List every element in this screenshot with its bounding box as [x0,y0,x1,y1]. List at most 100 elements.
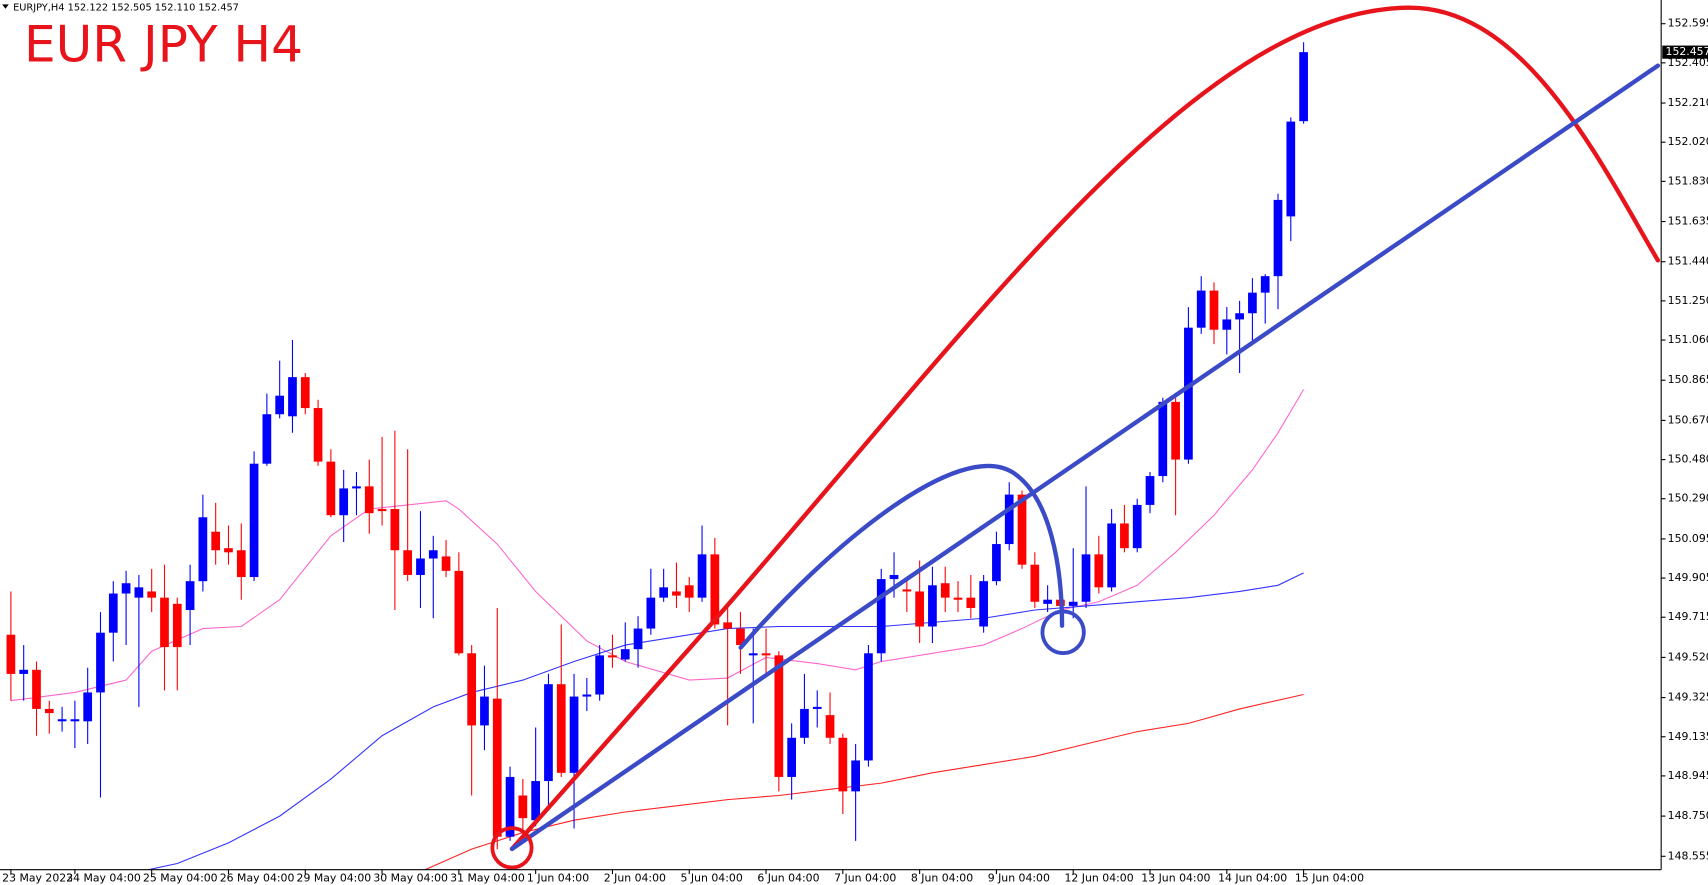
candle-body [940,583,950,598]
candle-body [1248,292,1257,314]
header-arrow [2,4,9,9]
candle-body [889,574,899,580]
candle-body [800,708,809,738]
candle-body [1068,601,1078,606]
candle-body [992,544,1001,582]
x-tick-label: 29 May 04:00 [297,871,372,884]
candle-body [1171,401,1180,460]
candle-body [6,634,16,674]
candle-body [172,603,182,648]
blue-circle [1040,609,1086,655]
candle-body [57,719,67,722]
candle-body [633,628,643,650]
candle-body [480,696,489,726]
candle-body [1017,494,1027,565]
candle-body [339,488,349,516]
candle-body [595,655,605,695]
candle-body [838,737,848,792]
y-tick-label: 152.210 [1668,96,1708,109]
candle-body [544,684,553,782]
y-tick-label: 152.020 [1668,135,1708,148]
candle-body [1145,476,1155,505]
candle-body [748,653,758,656]
candle-body [697,554,707,598]
candle-body [953,597,963,600]
x-tick-label: 5 Jun 04:00 [681,871,743,884]
candle-body [134,587,144,598]
candle-body [672,591,681,596]
y-tick-label: 149.715 [1668,610,1708,623]
candle-body [428,550,438,559]
candle-body [390,509,400,551]
candle-body [620,649,630,660]
candle-body [876,579,886,654]
x-tick-label: 1 Jun 04:00 [527,871,589,884]
y-tick-label: 151.830 [1668,174,1708,187]
candle-body [19,669,29,674]
x-tick-label: 6 Jun 04:00 [757,871,819,884]
chart-title: EUR JPY H4 [24,15,303,74]
candle-body [1030,564,1040,602]
candle-body [851,760,860,792]
candle-body [531,781,541,821]
red-circle [490,826,534,870]
candle-body [1081,554,1091,602]
candle-body [249,463,259,578]
candle-body [979,581,988,627]
candle-body [300,377,310,409]
y-tick-label: 151.250 [1668,294,1708,307]
candle-body [723,622,732,629]
candle-body [121,583,131,594]
candle-body [966,597,976,608]
candle-body [198,517,208,582]
candle-body [1209,290,1219,330]
candle-body [1120,523,1129,549]
y-tick-label: 152.405 [1668,56,1708,69]
candle-body [569,696,579,773]
candle-body [710,554,720,625]
y-tick-label: 148.555 [1668,849,1708,862]
y-tick-label: 151.060 [1668,333,1708,346]
candle-body [403,550,413,575]
candle-body [313,408,323,462]
candle-body [1004,494,1014,545]
candle-body [467,653,477,726]
candle-body [1235,313,1244,320]
candle-body [377,509,387,512]
candle-body [108,593,118,633]
x-tick-label: 30 May 04:00 [373,871,448,884]
candle-body [288,377,297,417]
x-tick-label: 23 May 2023 [2,871,73,884]
x-tick-label: 24 May 04:00 [66,871,141,884]
y-tick-label: 149.325 [1668,691,1708,704]
candle-body [441,556,451,571]
candle-body [1286,121,1296,217]
y-tick-label: 150.865 [1668,373,1708,386]
candle-body [416,558,425,575]
candle-body [352,486,361,489]
candle-body [1273,199,1283,277]
candle-body [1158,401,1168,477]
y-tick-label: 148.750 [1668,809,1708,822]
red-curve [509,5,1661,852]
candle-body [224,548,233,553]
drawings [490,5,1661,870]
y-tick-label: 150.290 [1668,492,1708,505]
candle-body [659,587,669,598]
candle-body [736,628,745,646]
x-tick-label: 8 Jun 04:00 [911,871,973,884]
last-price-box [1662,45,1708,59]
candle-body [761,653,771,656]
x-tick-label: 2 Jun 04:00 [604,871,666,884]
candle-body [96,632,105,693]
x-tick-label: 12 Jun 04:00 [1065,871,1134,884]
header: EURJPY,H4 152.122 152.505 152.110 152.45… [13,3,239,14]
candle-body [646,597,656,629]
candle-body [1132,504,1142,549]
candle-body [1107,523,1116,588]
last-price-label: 152.457 [1666,45,1708,58]
blue-arc [738,463,1065,650]
y-tick-label: 148.945 [1668,769,1708,782]
